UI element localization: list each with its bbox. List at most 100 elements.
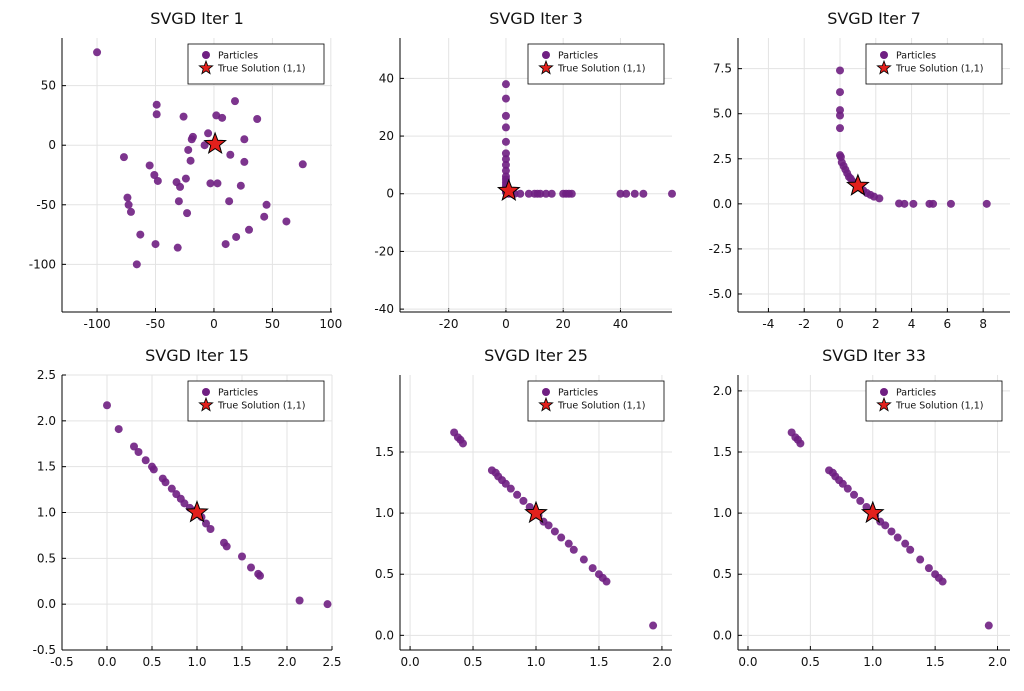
chart-title: SVGD Iter 33 [822,346,926,365]
x-tick-label: 0.5 [801,655,820,669]
particle [579,555,588,564]
x-tick-label: 2.5 [322,655,341,669]
particle [501,123,510,132]
particle [174,197,183,206]
particle [622,189,631,198]
particle [150,171,159,179]
x-tick-label: 0 [836,317,844,331]
y-tick-label: -5.0 [709,287,732,301]
legend-label: True Solution (1,1) [217,64,305,75]
particle [187,135,196,144]
y-tick-label: 1.0 [375,506,394,520]
particle [176,182,185,191]
legend-label: True Solution (1,1) [557,64,645,75]
particle [588,564,597,573]
legend-label: Particles [558,388,598,399]
particle [564,539,573,548]
y-tick-label: 1.5 [37,460,56,474]
particle [323,600,332,609]
legend-label: Particles [218,388,258,399]
particle [458,439,467,448]
particle [180,499,189,508]
legend-box [187,380,325,422]
particle [141,456,150,465]
particle [550,527,559,536]
x-tick-label: 20 [556,317,571,331]
particle [262,200,271,209]
particle [875,194,884,203]
particle [179,112,188,121]
y-tick-label: 1.5 [713,445,732,459]
x-tick-label: 1.0 [187,655,206,669]
particle [226,150,235,159]
particle [557,533,566,542]
particle [152,110,161,119]
particle [200,141,209,150]
legend-label: True Solution (1,1) [895,64,983,75]
legend-label: True Solution (1,1) [557,401,645,412]
particle [93,48,102,57]
particle [900,199,909,208]
particle [856,496,865,505]
particle [153,176,162,185]
y-tick-label: 0 [48,138,56,152]
particle [230,97,239,106]
subplot: SVGD Iter 1 -100 -50 0 50 100 -100 -50 0 50 Partic… [29,9,343,331]
y-tick-label: 1.0 [37,506,56,520]
particle [173,243,182,252]
particle [295,596,304,605]
legend-star [876,396,892,412]
legend-label: True Solution (1,1) [217,401,305,412]
x-tick-label: 0.5 [142,655,161,669]
particle [132,260,141,269]
chart-title: SVGD Iter 1 [150,9,244,28]
particle [501,94,510,103]
particle [119,153,128,162]
particle [506,484,515,493]
particle [260,212,269,221]
y-tick-label: 1.5 [375,445,394,459]
particle [183,209,192,218]
particle [924,564,933,573]
y-tick-label: 0.5 [713,567,732,581]
particle [213,179,222,188]
x-tick-label: 1.0 [863,655,882,669]
x-tick-label: 0 [210,317,218,331]
particle [247,563,255,572]
particle [232,232,241,241]
subplot: SVGD Iter 15 -0.5 0.0 0.5 1.0 1.5 2.0 2.5 -0.5 0.… [33,346,342,669]
y-tick-label: 7.5 [713,62,732,76]
particle [114,425,123,434]
particle [909,199,918,208]
y-tick-label: 2.5 [37,368,56,382]
particle [245,225,254,234]
y-tick-label: 5.0 [713,107,732,121]
x-tick-label: 8 [979,317,987,331]
particle [236,181,245,190]
solution-star [846,173,870,196]
particle [152,100,161,109]
legend-label: Particles [896,388,936,399]
particle [639,189,648,198]
y-tick-label: 0.0 [713,197,732,211]
legend-circle [202,388,210,396]
particle [103,401,111,410]
x-tick-label: 2.0 [988,655,1007,669]
x-tick-label: 50 [265,317,280,331]
x-tick-label: -50 [146,317,166,331]
particle [567,189,576,198]
particle [501,166,510,175]
particle [181,174,190,183]
y-tick-label: -40 [374,302,394,316]
particle [929,199,938,208]
particle [204,129,213,138]
legend-box [527,380,665,422]
y-tick-label: -2.5 [709,242,732,256]
y-tick-label: -20 [374,244,394,258]
particle [206,179,215,188]
particle [501,111,510,120]
y-tick-label: 2.5 [713,152,732,166]
y-tick-label: 2.0 [713,384,732,398]
particle [881,521,890,530]
particle [126,207,135,216]
